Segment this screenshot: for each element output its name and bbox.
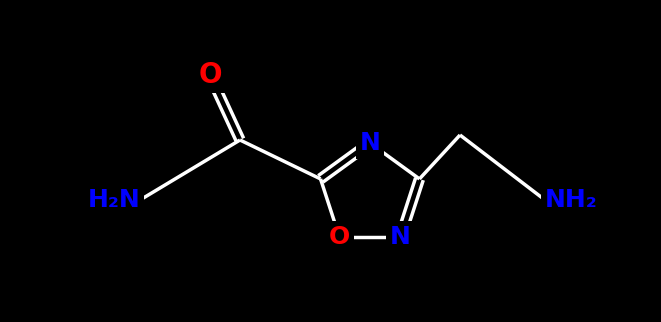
Text: O: O [329, 225, 350, 249]
Text: N: N [390, 225, 411, 249]
Text: N: N [360, 131, 381, 155]
Text: O: O [198, 61, 221, 89]
Text: H₂N: H₂N [87, 188, 140, 212]
Text: NH₂: NH₂ [545, 188, 598, 212]
